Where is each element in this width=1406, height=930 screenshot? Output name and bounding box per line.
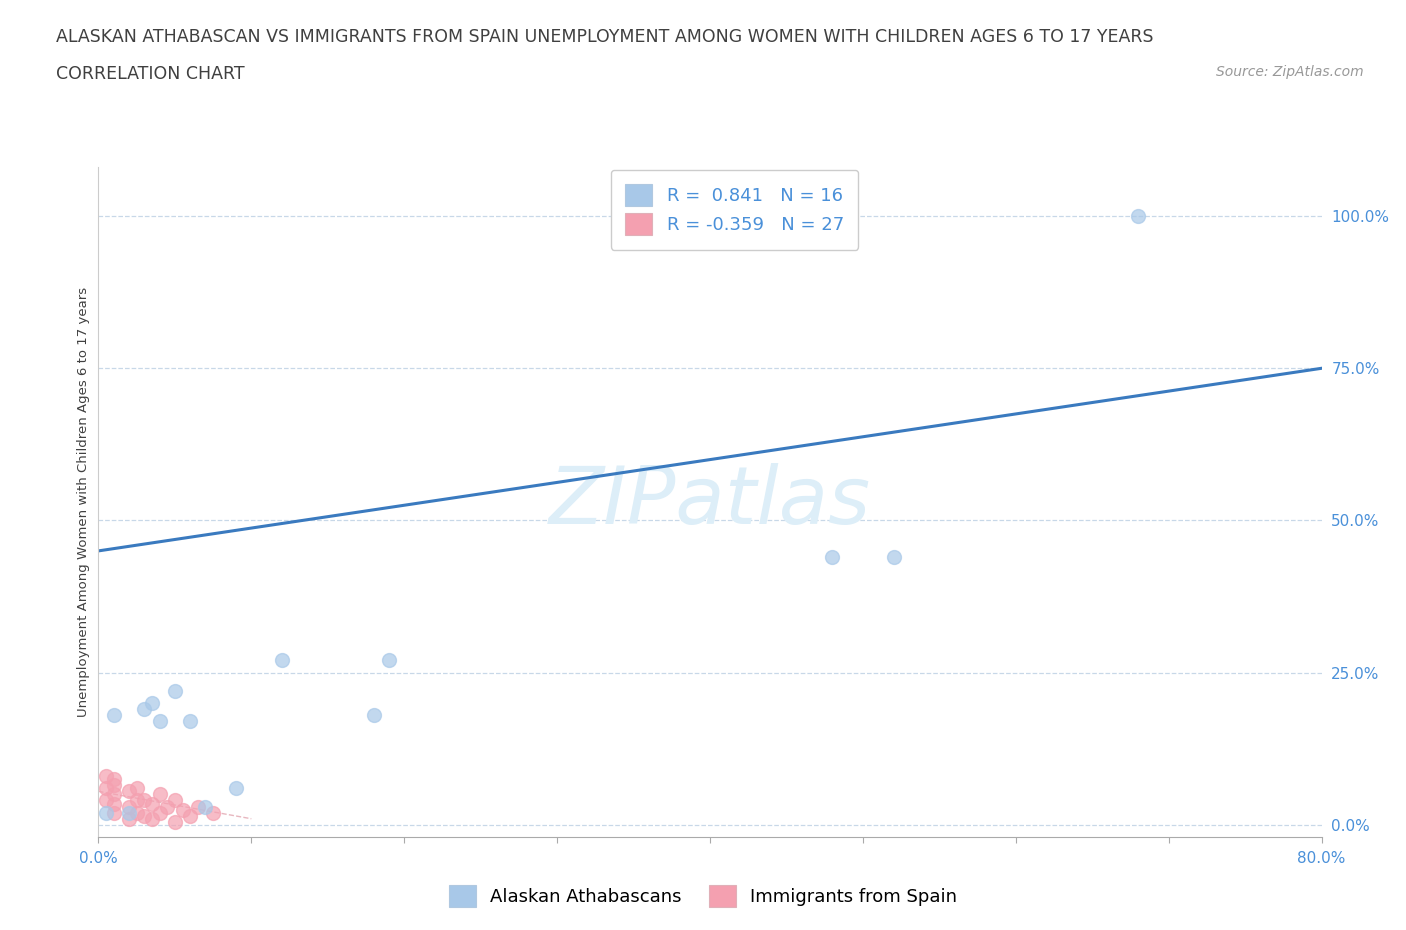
- Point: [163, 793, 186, 808]
- Text: CORRELATION CHART: CORRELATION CHART: [56, 65, 245, 83]
- Point: [94, 805, 117, 820]
- Point: [883, 550, 905, 565]
- Point: [118, 811, 141, 826]
- Point: [179, 714, 201, 729]
- Point: [134, 808, 156, 823]
- Text: 0.0%: 0.0%: [79, 851, 118, 866]
- Text: ZIPatlas: ZIPatlas: [548, 463, 872, 541]
- Text: Source: ZipAtlas.com: Source: ZipAtlas.com: [1216, 65, 1364, 79]
- Legend: Alaskan Athabascans, Immigrants from Spain: Alaskan Athabascans, Immigrants from Spa…: [440, 876, 966, 916]
- Point: [225, 781, 247, 796]
- Point: [125, 781, 148, 796]
- Point: [125, 793, 148, 808]
- Text: ALASKAN ATHABASCAN VS IMMIGRANTS FROM SPAIN UNEMPLOYMENT AMONG WOMEN WITH CHILDR: ALASKAN ATHABASCAN VS IMMIGRANTS FROM SP…: [56, 28, 1154, 46]
- Text: 80.0%: 80.0%: [1298, 851, 1346, 866]
- Point: [94, 781, 117, 796]
- Point: [134, 793, 156, 808]
- Point: [1128, 208, 1150, 223]
- Point: [118, 805, 141, 820]
- Point: [149, 714, 172, 729]
- Y-axis label: Unemployment Among Women with Children Ages 6 to 17 years: Unemployment Among Women with Children A…: [77, 287, 90, 717]
- Point: [118, 799, 141, 814]
- Point: [172, 803, 194, 817]
- Point: [118, 784, 141, 799]
- Point: [270, 653, 292, 668]
- Point: [156, 799, 179, 814]
- Point: [94, 769, 117, 784]
- Point: [378, 653, 401, 668]
- Point: [103, 708, 125, 723]
- Point: [103, 772, 125, 787]
- Point: [163, 684, 186, 698]
- Point: [179, 808, 201, 823]
- Point: [141, 696, 163, 711]
- Point: [141, 811, 163, 826]
- Point: [103, 796, 125, 811]
- Point: [103, 805, 125, 820]
- Point: [363, 708, 385, 723]
- Point: [134, 702, 156, 717]
- Legend: R =  0.841   N = 16, R = -0.359   N = 27: R = 0.841 N = 16, R = -0.359 N = 27: [610, 170, 858, 250]
- Point: [149, 805, 172, 820]
- Point: [163, 815, 186, 830]
- Point: [94, 793, 117, 808]
- Point: [141, 796, 163, 811]
- Point: [149, 787, 172, 802]
- Point: [821, 550, 844, 565]
- Point: [103, 777, 125, 792]
- Point: [202, 805, 225, 820]
- Point: [103, 787, 125, 802]
- Point: [194, 799, 217, 814]
- Point: [187, 799, 209, 814]
- Point: [125, 805, 148, 820]
